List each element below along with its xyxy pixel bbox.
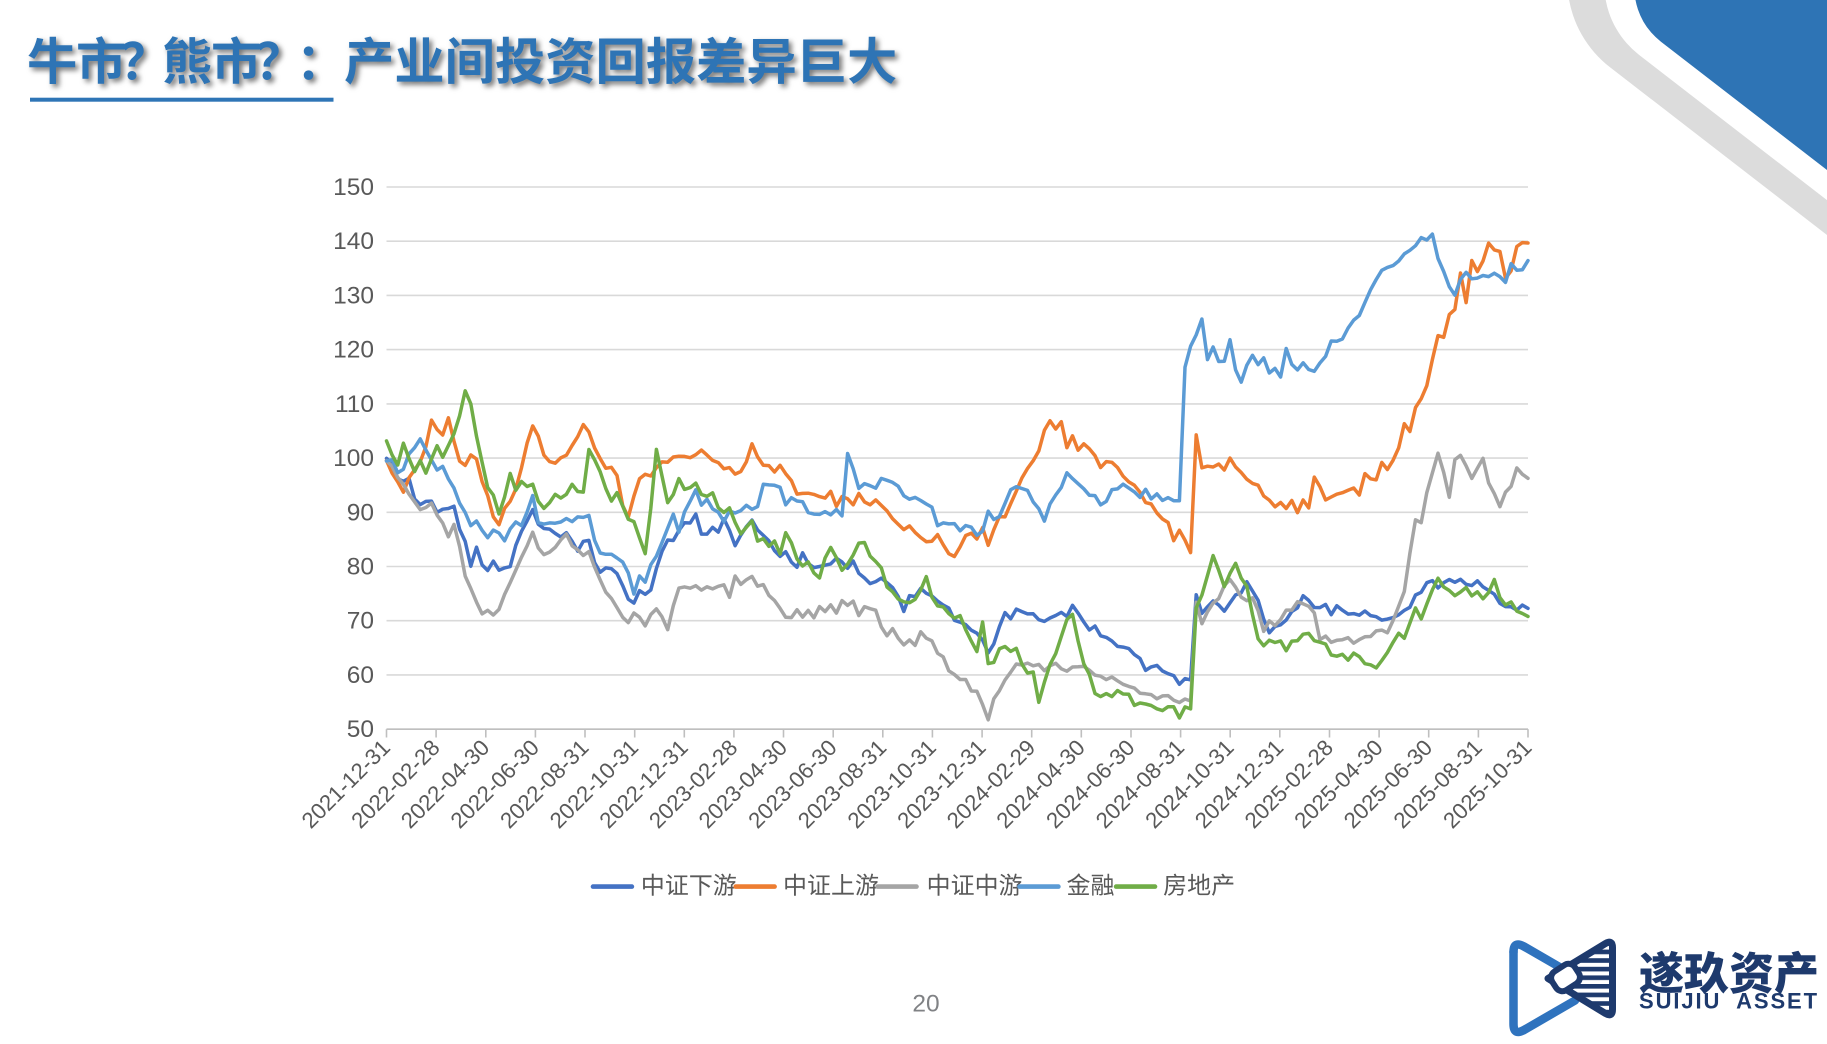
svg-text:80: 80	[347, 554, 374, 581]
svg-text:60: 60	[347, 662, 374, 689]
svg-text:90: 90	[347, 499, 374, 526]
svg-text:140: 140	[333, 228, 374, 255]
svg-text:70: 70	[347, 608, 374, 635]
svg-text:20: 20	[912, 991, 939, 1018]
svg-text:SUIJIU ASSET: SUIJIU ASSET	[1639, 989, 1819, 1014]
svg-text:100: 100	[333, 445, 374, 472]
svg-text:130: 130	[333, 282, 374, 309]
svg-text:50: 50	[347, 716, 374, 743]
svg-text:120: 120	[333, 337, 374, 364]
svg-text:150: 150	[333, 174, 374, 201]
svg-text:110: 110	[335, 391, 374, 418]
